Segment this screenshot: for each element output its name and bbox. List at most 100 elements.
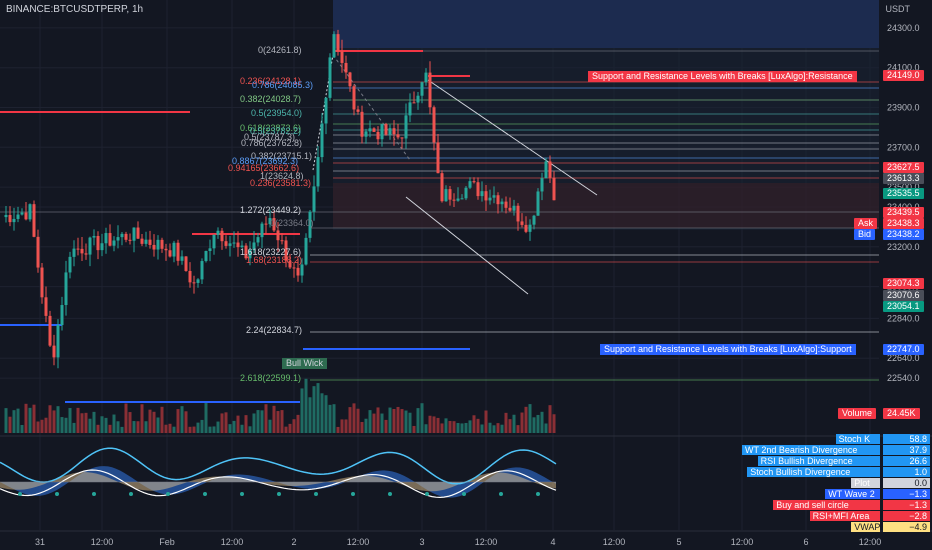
candle-body xyxy=(500,201,504,205)
volume-bar xyxy=(232,420,236,433)
candle-body xyxy=(152,244,156,250)
stoch-line xyxy=(0,447,557,485)
candle-body xyxy=(136,227,140,239)
indicator-name[interactable]: Stoch K xyxy=(835,434,880,444)
volume-bar xyxy=(292,419,296,433)
x-tick-label: 12:00 xyxy=(91,537,114,547)
indicator-name[interactable]: Plot xyxy=(851,478,880,488)
volume-bar xyxy=(420,403,424,433)
volume-bar xyxy=(276,411,280,433)
candle-body xyxy=(180,256,184,261)
volume-bar xyxy=(88,418,92,433)
indicator-value: 26.6 xyxy=(883,456,930,466)
candle-body xyxy=(248,249,252,259)
volume-bar xyxy=(160,406,164,433)
x-tick-label: 6 xyxy=(803,537,808,547)
volume-bar xyxy=(516,425,520,433)
candle-body xyxy=(168,250,172,257)
volume-bar xyxy=(252,413,256,433)
candle-body xyxy=(200,261,204,280)
volume-bar xyxy=(116,421,120,433)
x-tick-label: 12:00 xyxy=(475,537,498,547)
indicator-name[interactable]: VWAP xyxy=(851,522,880,532)
signal-dot xyxy=(166,492,170,496)
volume-bar xyxy=(184,411,188,433)
volume-bar xyxy=(436,417,440,433)
volume-bar xyxy=(404,410,408,433)
candle-body xyxy=(96,235,100,251)
indicator-name[interactable]: RSI+MFI Area xyxy=(809,511,880,521)
candle-body xyxy=(84,253,88,255)
candle-body xyxy=(544,161,548,179)
indicator-name[interactable]: RSI Bullish Divergence xyxy=(757,456,880,466)
candle-body xyxy=(296,267,300,276)
candle-body xyxy=(64,272,68,306)
volume-bar xyxy=(236,415,240,433)
volume-bar xyxy=(536,414,540,433)
candle-body xyxy=(280,240,284,242)
volume-bar xyxy=(496,423,500,433)
volume-bar xyxy=(256,410,260,433)
volume-bar xyxy=(388,407,392,433)
candle-body xyxy=(420,82,424,96)
candle-body xyxy=(396,134,400,138)
volume-bar xyxy=(136,421,140,433)
volume-bar xyxy=(432,416,436,433)
candle-body xyxy=(436,142,440,174)
candle-body xyxy=(476,182,480,197)
volume-bar xyxy=(8,416,12,433)
candle-body xyxy=(336,34,340,52)
candle-body xyxy=(512,205,516,211)
volume-bar xyxy=(56,406,60,433)
candle-body xyxy=(52,345,56,358)
candle-body xyxy=(76,248,80,250)
candle-body xyxy=(380,124,384,140)
volume-bars xyxy=(4,378,556,433)
indicator-name[interactable]: Buy and sell circle xyxy=(773,500,880,510)
y-tick-label: 22840.0 xyxy=(887,313,920,323)
candle-body xyxy=(20,212,24,215)
volume-bar xyxy=(48,405,52,433)
indicator-name[interactable]: WT Wave 2 xyxy=(825,489,880,499)
fib-level-label: 0(23364.0) xyxy=(270,218,314,228)
volume-bar xyxy=(36,421,40,433)
candle-body xyxy=(72,248,76,257)
volume-bar xyxy=(336,426,340,433)
fib-level-label: 1.618(23227.6) xyxy=(240,247,302,257)
volume-bar xyxy=(360,421,364,433)
candle-body xyxy=(468,181,472,188)
oscillator-pane xyxy=(0,447,557,499)
volume-bar xyxy=(212,426,216,433)
price-tag: 23439.5 xyxy=(883,207,924,218)
indicator-name[interactable]: WT 2nd Bearish Divergence xyxy=(742,445,880,455)
candle-body xyxy=(4,214,8,218)
volume-bar xyxy=(104,417,108,433)
volume-bar xyxy=(424,424,428,433)
signal-dot xyxy=(92,492,96,496)
red-box-zone xyxy=(333,183,879,228)
candle-body xyxy=(272,218,276,231)
candle-body xyxy=(276,230,280,241)
volume-bar xyxy=(96,424,100,433)
candle-body xyxy=(448,189,452,200)
fib-level-label: 0.618(23873.6) xyxy=(240,123,302,133)
fib-level-label: 1(23624.8) xyxy=(260,171,304,181)
currency-label: USDT xyxy=(885,4,911,14)
volume-bar xyxy=(340,419,344,433)
volume-bar xyxy=(296,414,300,433)
symbol-title[interactable]: BINANCE:BTCUSDTPERP, 1h xyxy=(6,4,144,15)
candle-body xyxy=(268,218,272,225)
volume-bar xyxy=(412,425,416,433)
fib-level-label: 0.8867(23692.3) xyxy=(232,156,299,166)
x-axis: 31 12:00 Feb 12:00 2 12:00 3 12:00 4 12:00 5 12:00 6… xyxy=(0,435,932,547)
indicator-name[interactable]: Stoch Bullish Divergence xyxy=(747,467,880,477)
y-tick-label: 23900.0 xyxy=(887,102,920,112)
y-tick-label: 22540.0 xyxy=(887,373,920,383)
volume-bar xyxy=(272,405,276,433)
volume-bar xyxy=(304,378,308,433)
volume-bar xyxy=(80,413,84,433)
candles xyxy=(4,29,556,369)
signal-dot xyxy=(240,492,244,496)
volume-bar xyxy=(316,383,320,433)
